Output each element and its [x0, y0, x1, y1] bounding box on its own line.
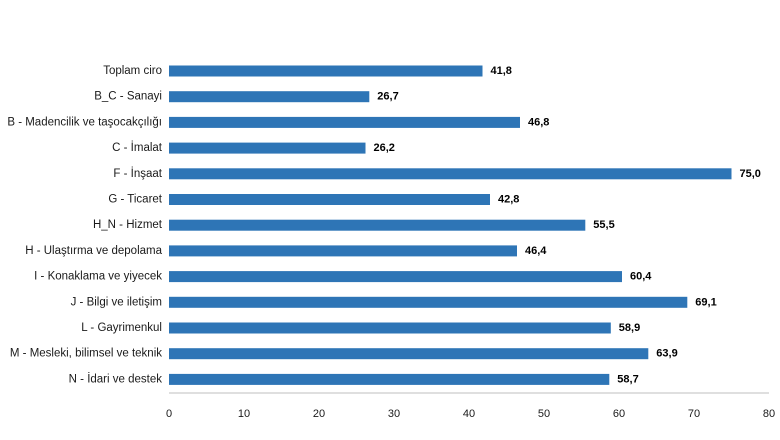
category-label: H - Ulaştırma ve depolama [25, 245, 162, 257]
category-label: J - Bilgi ve iletişim [71, 296, 162, 308]
bar [169, 296, 688, 308]
value-label: 60,4 [630, 271, 652, 283]
value-label: 63,9 [656, 348, 677, 360]
x-tick-label: 80 [763, 408, 775, 420]
value-label: 41,8 [491, 65, 512, 77]
category-label: B_C - Sanayi [94, 91, 162, 103]
x-tick-label: 10 [238, 408, 250, 420]
value-label: 69,1 [695, 296, 716, 308]
category-label: L - Gayrimenkul [81, 322, 162, 334]
value-label: 75,0 [740, 168, 761, 180]
value-label: 55,5 [593, 219, 614, 231]
bars-group [169, 65, 732, 385]
bar [169, 322, 611, 334]
category-label: F - İnşaat [113, 167, 162, 180]
bar [169, 65, 483, 77]
bar [169, 219, 586, 231]
x-tick-label: 40 [463, 408, 475, 420]
bar [169, 373, 610, 385]
x-tick-label: 20 [313, 408, 325, 420]
bar [169, 91, 370, 103]
x-tick-label: 30 [388, 408, 400, 420]
category-label: M - Mesleki, bilimsel ve teknik [10, 348, 162, 360]
x-tick-labels: 0 10 20 30 40 50 60 70 80 [166, 408, 775, 420]
category-label: Toplam ciro [103, 65, 162, 77]
value-labels: 41,8 26,7 46,8 26,2 75,0 42,8 55,5 46,4 60,4 69,1… [374, 65, 761, 385]
bar [169, 348, 649, 360]
bar [169, 271, 622, 283]
bar [169, 194, 490, 205]
bar [169, 168, 732, 180]
bar [169, 142, 366, 154]
value-label: 26,2 [374, 142, 395, 154]
value-label: 42,8 [498, 194, 519, 206]
category-label: C - İmalat [112, 141, 163, 154]
value-label: 46,8 [528, 116, 549, 128]
category-label: N - İdari ve destek [69, 372, 163, 385]
category-label: H_N - Hizmet [93, 219, 163, 231]
value-label: 58,9 [619, 322, 640, 334]
x-tick-label: 0 [166, 408, 172, 420]
x-tick-label: 50 [538, 408, 550, 420]
bar [169, 245, 517, 257]
x-tick-label: 60 [613, 408, 625, 420]
category-labels: Toplam ciro B_C - Sanayi B - Madencilik ve… [7, 65, 162, 385]
value-label: 26,7 [377, 91, 398, 103]
bar [169, 116, 520, 128]
category-label: G - Ticaret [108, 194, 162, 206]
value-label: 46,4 [525, 245, 547, 257]
value-label: 58,7 [617, 373, 638, 385]
x-tick-label: 70 [688, 408, 700, 420]
category-label: B - Madencilik ve taşocakçılığı [7, 116, 162, 128]
category-label: I - Konaklama ve yiyecek [34, 271, 162, 283]
